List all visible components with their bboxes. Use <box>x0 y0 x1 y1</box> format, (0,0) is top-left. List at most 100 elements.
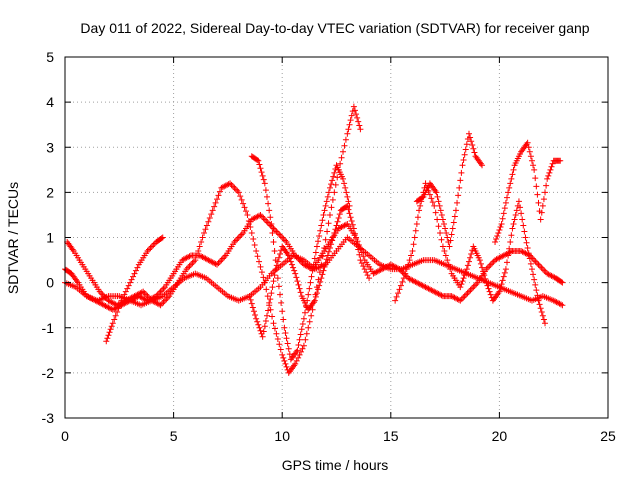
data-point-interp <box>500 210 507 217</box>
data-point <box>400 275 407 282</box>
data-point-interp <box>548 163 555 170</box>
data-point <box>246 293 253 300</box>
data-point-interp <box>277 346 284 353</box>
data-point <box>118 297 125 304</box>
data-point-interp <box>343 203 350 210</box>
data-point-interp <box>275 254 282 261</box>
data-point-interp <box>306 318 313 325</box>
data-point-interp <box>399 278 406 285</box>
data-point-interp <box>108 323 115 330</box>
data-point-interp <box>257 263 264 270</box>
data-point-interp <box>432 209 439 216</box>
data-point-interp <box>273 266 280 273</box>
y-tick-label: 1 <box>46 230 54 246</box>
data-point <box>439 243 446 250</box>
data-point-interp <box>274 336 281 343</box>
data-point <box>324 252 331 259</box>
data-point-interp <box>348 217 355 224</box>
data-point-interp <box>325 220 332 227</box>
data-point-interp <box>531 276 538 283</box>
data-point-interp <box>528 157 535 164</box>
data-point-interp <box>196 243 203 250</box>
data-point-interp <box>342 184 349 191</box>
data-point-interp <box>337 160 344 167</box>
data-point-interp <box>330 173 337 180</box>
data-point-interp <box>467 134 474 141</box>
data-point-interp <box>419 194 426 201</box>
data-point-interp <box>269 313 276 320</box>
data-point-interp <box>251 242 258 249</box>
data-point-interp <box>437 229 444 236</box>
data-point-interp <box>315 238 322 245</box>
data-point <box>524 139 531 146</box>
data-point <box>244 211 251 218</box>
data-point-interp <box>130 273 137 280</box>
data-point-interp <box>263 312 270 319</box>
data-point-interp <box>340 148 347 155</box>
data-point-interp <box>393 293 400 300</box>
data-point <box>559 302 566 309</box>
data-point-interp <box>468 251 475 258</box>
data-point-interp <box>303 330 310 337</box>
data-point-interp <box>293 357 300 364</box>
data-point-interp <box>195 248 202 255</box>
data-point <box>483 279 490 286</box>
data-point-interp <box>199 234 206 241</box>
data-point-interp <box>545 172 552 179</box>
data-point-interp <box>317 278 324 285</box>
data-point-interp <box>334 174 341 181</box>
data-point-interp <box>328 204 335 211</box>
data-point <box>209 207 216 214</box>
data-point-interp <box>334 218 341 225</box>
data-point-interp <box>306 285 313 292</box>
data-point-interp <box>297 331 304 338</box>
data-point <box>509 225 516 232</box>
series-sat-9 <box>492 139 564 246</box>
data-point-interp <box>317 227 324 234</box>
data-point-interp <box>346 121 353 128</box>
data-point-interp <box>487 291 494 298</box>
data-point-interp <box>496 226 503 233</box>
data-point-interp <box>254 253 261 260</box>
data-point-interp <box>254 318 261 325</box>
data-point-interp <box>530 271 537 278</box>
data-point-interp <box>467 254 474 261</box>
data-point-interp <box>252 311 259 318</box>
data-point-interp <box>470 145 477 152</box>
data-point-interp <box>247 223 254 230</box>
data-point-interp <box>356 122 363 129</box>
data-point <box>340 175 347 182</box>
data-point-interp <box>508 175 515 182</box>
data-point-interp <box>426 191 433 198</box>
data-point <box>274 275 281 282</box>
data-point-interp <box>519 216 526 223</box>
data-point-interp <box>328 241 335 248</box>
data-point-interp <box>459 278 466 285</box>
data-point-interp <box>347 117 354 124</box>
data-point <box>515 198 522 205</box>
data-point-interp <box>444 234 451 241</box>
data-point-interp <box>344 193 351 200</box>
data-point <box>463 266 470 273</box>
data-point-interp <box>542 189 549 196</box>
data-point <box>326 211 333 218</box>
data-point-interp <box>262 187 269 194</box>
data-point <box>350 225 357 232</box>
data-point-interp <box>460 157 467 164</box>
data-point-interp <box>479 264 486 271</box>
data-point-interp <box>414 214 421 221</box>
data-point <box>259 333 266 340</box>
data-point-interp <box>447 266 454 273</box>
data-point-interp <box>268 290 275 297</box>
data-point <box>253 315 260 322</box>
data-point-interp <box>540 196 547 203</box>
data-point-interp <box>341 180 348 187</box>
data-point <box>346 202 353 209</box>
data-point-interp <box>538 209 545 216</box>
data-point-interp <box>428 195 435 202</box>
y-axis-label: SDTVAR / TECUs <box>5 182 21 294</box>
data-point-interp <box>462 146 469 153</box>
data-point-interp <box>395 290 402 297</box>
data-point <box>307 279 314 286</box>
data-point-interp <box>535 199 542 206</box>
